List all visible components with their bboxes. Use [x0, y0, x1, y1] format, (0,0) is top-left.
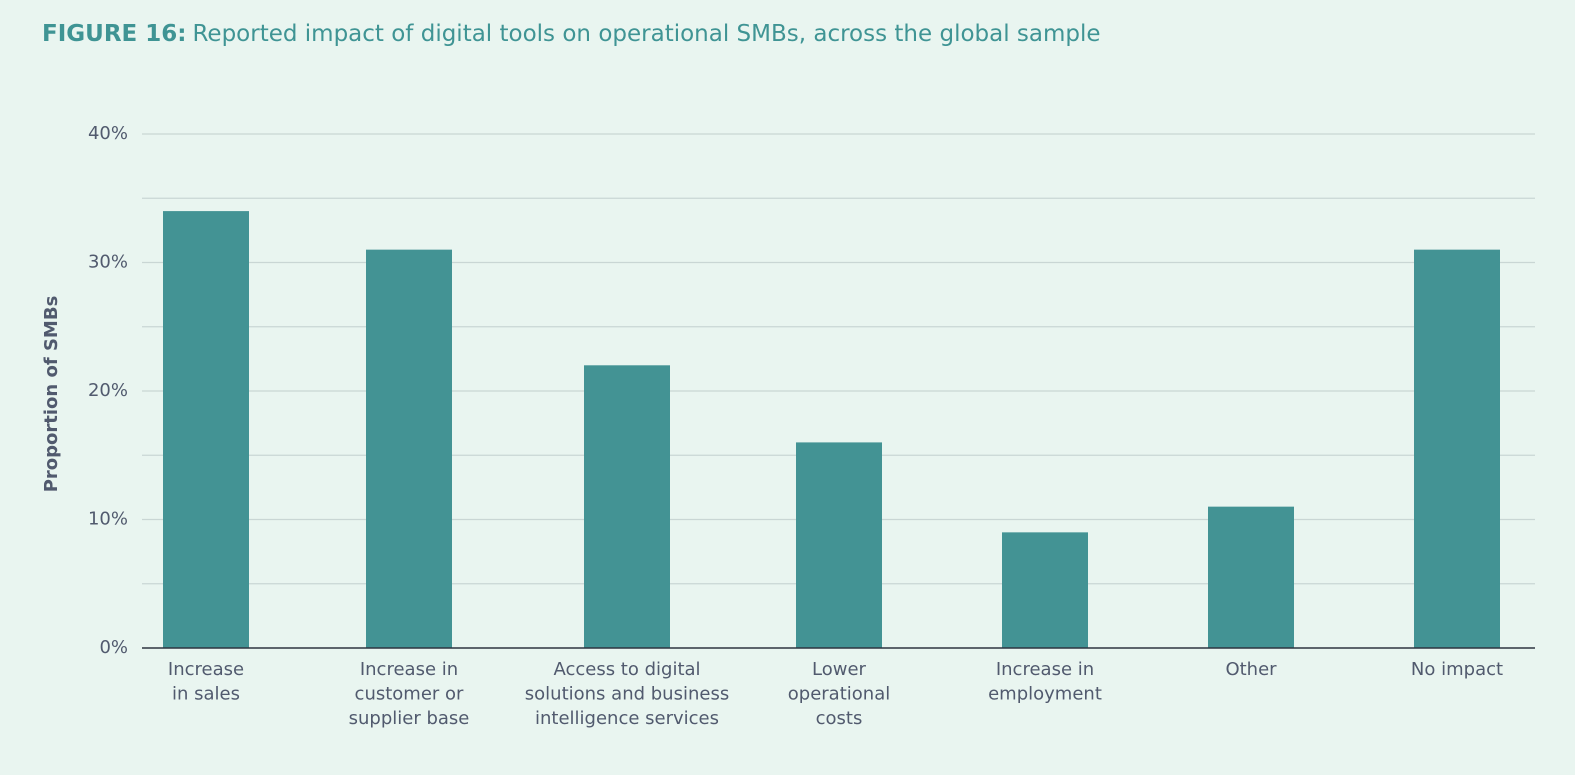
x-tick-label: Other [1225, 659, 1277, 680]
figure-label: FIGURE 16: [42, 21, 186, 47]
x-tick-label: Increase in customer or supplier base [349, 659, 470, 729]
x-tick-line: intelligence services [535, 708, 719, 729]
bar [1002, 532, 1088, 648]
bar [584, 365, 670, 648]
x-tick-line: costs [816, 708, 863, 729]
bar [1414, 249, 1500, 648]
x-tick-label: Lower operational costs [788, 659, 890, 729]
x-tick-line: supplier base [349, 708, 470, 729]
x-tick-line: Increase in [996, 659, 1094, 680]
bar [796, 442, 882, 648]
x-tick-line: operational [788, 684, 890, 705]
x-tick-line: No impact [1411, 659, 1503, 680]
x-tick-line: Other [1225, 659, 1277, 680]
bar [1208, 506, 1294, 648]
y-tick-label: 10% [88, 509, 128, 530]
x-tick-line: Increase [168, 659, 244, 680]
x-tick-line: solutions and business [525, 684, 729, 705]
x-tick-line: Access to digital [553, 659, 700, 680]
x-tick-label: No impact [1411, 659, 1503, 680]
x-tick-line: Increase in [360, 659, 458, 680]
y-tick-label: 20% [88, 380, 128, 401]
title-text: Reported impact of digital tools on oper… [192, 21, 1100, 47]
x-tick-line: in sales [172, 684, 240, 705]
x-tick-label: Increase in sales [168, 659, 244, 705]
chart-title: FIGURE 16: Reported impact of digital too… [42, 21, 1101, 47]
y-tick-label: 30% [88, 252, 128, 273]
x-tick-label: Increase in employment [988, 659, 1102, 705]
x-tick-line: Lower [812, 659, 867, 680]
bar [163, 211, 249, 648]
y-tick-label: 0% [99, 637, 128, 658]
x-tick-line: employment [988, 684, 1102, 705]
bar [366, 249, 452, 648]
y-tick-label: 40% [88, 123, 128, 144]
x-tick-line: customer or [355, 684, 464, 705]
y-axis-label: Proportion of SMBs [41, 296, 62, 493]
x-tick-label: Access to digital solutions and business i… [525, 659, 729, 729]
